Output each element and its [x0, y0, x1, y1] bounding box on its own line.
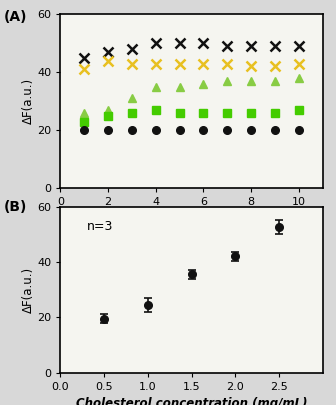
- Text: (A): (A): [3, 10, 27, 24]
- Y-axis label: ΔF(a.u.): ΔF(a.u.): [22, 266, 35, 313]
- Y-axis label: ΔF(a.u.): ΔF(a.u.): [22, 78, 35, 124]
- X-axis label: Cholesterol concentration (mg/mL): Cholesterol concentration (mg/mL): [76, 397, 307, 405]
- X-axis label: Time (min): Time (min): [159, 213, 224, 226]
- Text: n=3: n=3: [87, 220, 113, 233]
- Text: (B): (B): [3, 200, 27, 215]
